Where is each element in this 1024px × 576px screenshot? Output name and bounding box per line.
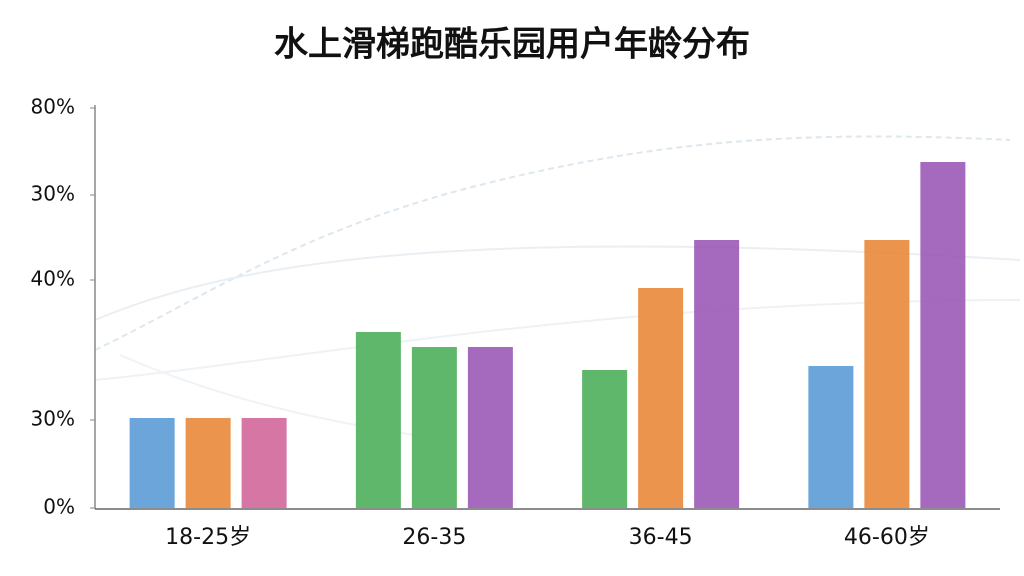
bar (129, 418, 175, 508)
y-tick-label: 30% (31, 182, 75, 206)
bar (411, 347, 457, 508)
chart-title: 水上滑梯跑酷乐园用户年龄分布 (274, 25, 750, 65)
y-tick-label: 80% (31, 95, 75, 119)
x-tick-label: 36-45 (629, 525, 693, 550)
bar (920, 162, 966, 508)
x-tick-label: 46-60岁 (844, 525, 930, 550)
x-tick-label: 26-35 (402, 525, 466, 550)
bar (694, 240, 740, 508)
bar (808, 366, 854, 508)
bar (864, 240, 910, 508)
bar (467, 347, 513, 508)
bar (185, 418, 231, 508)
bar (638, 288, 684, 508)
y-tick-label: 40% (31, 267, 75, 291)
bar (582, 370, 628, 508)
x-tick-label: 18-25岁 (165, 525, 251, 550)
bar (241, 418, 287, 508)
bar (355, 332, 401, 508)
y-tick-label: 30% (31, 407, 75, 431)
y-tick-label: 0% (43, 495, 75, 519)
